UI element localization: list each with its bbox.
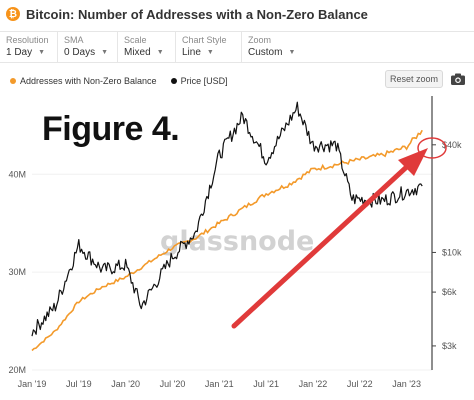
chart-legend: Addresses with Non-Zero Balance Price [U… [10,76,228,86]
scale-value: Mixed [124,47,151,58]
x-tick-label: Jan '22 [299,379,328,389]
legend-label-addresses: Addresses with Non-Zero Balance [20,76,157,86]
legend-item-addresses[interactable]: Addresses with Non-Zero Balance [10,76,157,86]
chart-title: Bitcoin: Number of Addresses with a Non-… [26,6,368,22]
x-tick-label: Jan '19 [18,379,47,389]
left-tick-label: 40M [8,169,26,179]
right-tick-label: $10k [442,247,462,257]
x-tick-label: Jul '20 [160,379,186,389]
resolution-label: Resolution [6,35,49,45]
legend-dot-addresses [10,78,16,84]
reset-zoom-button[interactable]: Reset zoom [385,70,443,88]
legend-dot-price [170,78,177,84]
annotation-arrow-shaft [231,159,415,329]
bitcoin-icon: ₿ [6,7,20,21]
x-axis: Jan '19 Jul '19 Jan '20 Jul '20 Jan '21 Jul '… [18,379,421,389]
x-tick-label: Jul '19 [66,379,92,389]
chart-style-value: Line [182,47,201,58]
series-line-price [31,101,423,337]
scale-label: Scale [124,35,147,45]
left-axis: 20M 30M 40M [8,169,26,375]
chevron-down-icon: ▼ [156,49,164,56]
chart-style-label: Chart Style [182,35,227,45]
annotation-arrow-head [398,148,428,176]
x-tick-label: Jul '21 [253,379,279,389]
resolution-control[interactable]: Resolution 1 Day ▼ [0,32,58,62]
x-tick-label: Jul '22 [347,379,373,389]
sma-label: SMA [64,35,84,45]
title-bar: ₿ Bitcoin: Number of Addresses with a No… [0,0,474,28]
chart-controls: Resolution 1 Day ▼ SMA 0 Days ▼ Scale Mixe… [0,31,474,63]
zoom-label: Zoom [248,35,272,45]
x-tick-label: Jan '23 [392,379,421,389]
chevron-down-icon: ▼ [206,49,214,56]
right-axis: $40k $10k $6k $3k [432,140,462,351]
chevron-down-icon: ▼ [38,49,46,56]
camera-icon[interactable] [451,73,465,85]
sma-value: 0 Days [64,47,96,58]
sma-control[interactable]: SMA 0 Days ▼ [58,32,118,62]
resolution-value: 1 Day [6,47,33,58]
x-tick-label: Jan '20 [111,379,140,389]
x-tick-label: Jan '21 [205,379,234,389]
zoom-value: Custom [248,47,283,58]
scale-control[interactable]: Scale Mixed ▼ [118,32,176,62]
left-tick-label: 30M [8,267,26,277]
chart-style-control[interactable]: Chart Style Line ▼ [176,32,242,62]
series-line-addresses [31,129,423,352]
zoom-control[interactable]: Zoom Custom ▼ [242,32,306,62]
chevron-down-icon: ▼ [101,49,109,56]
left-tick-label: 20M [8,365,26,375]
figure-label: Figure 4. [42,110,180,148]
right-tick-label: $40k [442,140,462,150]
annotation-circle [417,137,447,159]
grid-lines [32,173,432,371]
legend-item-price[interactable]: Price [USD] [170,76,228,86]
legend-label-price: Price [USD] [180,76,228,86]
chevron-down-icon: ▼ [288,49,296,56]
right-tick-label: $3k [442,341,457,351]
right-tick-label: $6k [442,287,457,297]
